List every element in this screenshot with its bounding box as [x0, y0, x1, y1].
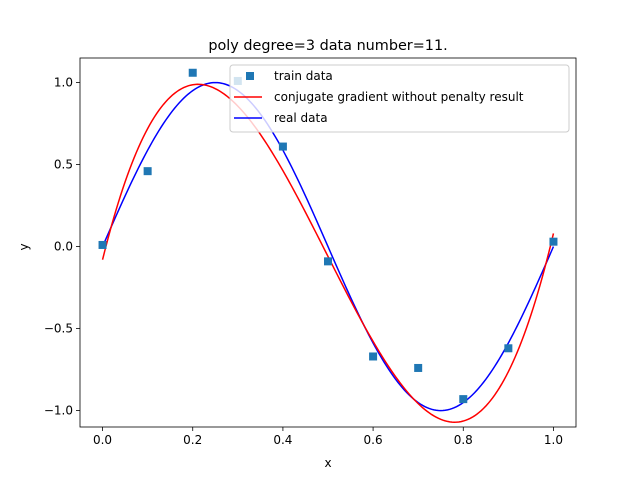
x-tick-label: 1.0 — [544, 433, 563, 447]
train-data-point — [324, 257, 332, 266]
legend-label: conjugate gradient without penalty resul… — [274, 90, 524, 104]
legend-marker-train-data — [246, 72, 254, 80]
train-data-point — [143, 167, 152, 176]
y-tick-label: 1.0 — [54, 76, 73, 90]
y-tick-label: 0.5 — [54, 158, 73, 172]
series-line-real-data — [101, 81, 555, 412]
x-tick-label: 0.2 — [183, 433, 202, 447]
legend-box — [229, 64, 570, 133]
legend-label: train data — [274, 69, 333, 83]
chart-title: poly degree=3 data number=11. — [208, 38, 447, 54]
axes: 0.0 0.2 0.4 0.6 0.8 1.0 −1.0 −0.5 0.0 0.5 1.0 — [44, 57, 577, 447]
series-line-conjugate-gradient-without-penalty-result — [101, 83, 555, 423]
train-data-point — [504, 344, 513, 353]
x-tick-label: 0.6 — [364, 433, 383, 447]
x-tick-label: 0.4 — [273, 433, 292, 447]
train-data-point — [188, 68, 197, 77]
train-data-point — [549, 237, 558, 246]
x-tick-label: 0.0 — [93, 433, 112, 447]
train-data-point — [414, 363, 423, 372]
legend-label: real data — [274, 111, 328, 125]
plot-area — [98, 68, 558, 423]
y-tick-label: 0.0 — [54, 240, 73, 254]
y-tick-label: −0.5 — [44, 322, 73, 336]
x-tick-label: 0.8 — [454, 433, 473, 447]
legend: train data conjugate gradient without pen… — [229, 64, 570, 133]
train-data-point — [369, 352, 378, 361]
train-data-point — [278, 142, 287, 151]
x-axis-label: x — [324, 456, 331, 470]
series-group — [98, 68, 558, 423]
train-data-point — [459, 395, 468, 404]
train-data-point — [98, 240, 107, 249]
y-tick-label: −1.0 — [44, 404, 73, 418]
axes-frame — [79, 57, 577, 428]
y-axis-label: y — [17, 243, 31, 250]
